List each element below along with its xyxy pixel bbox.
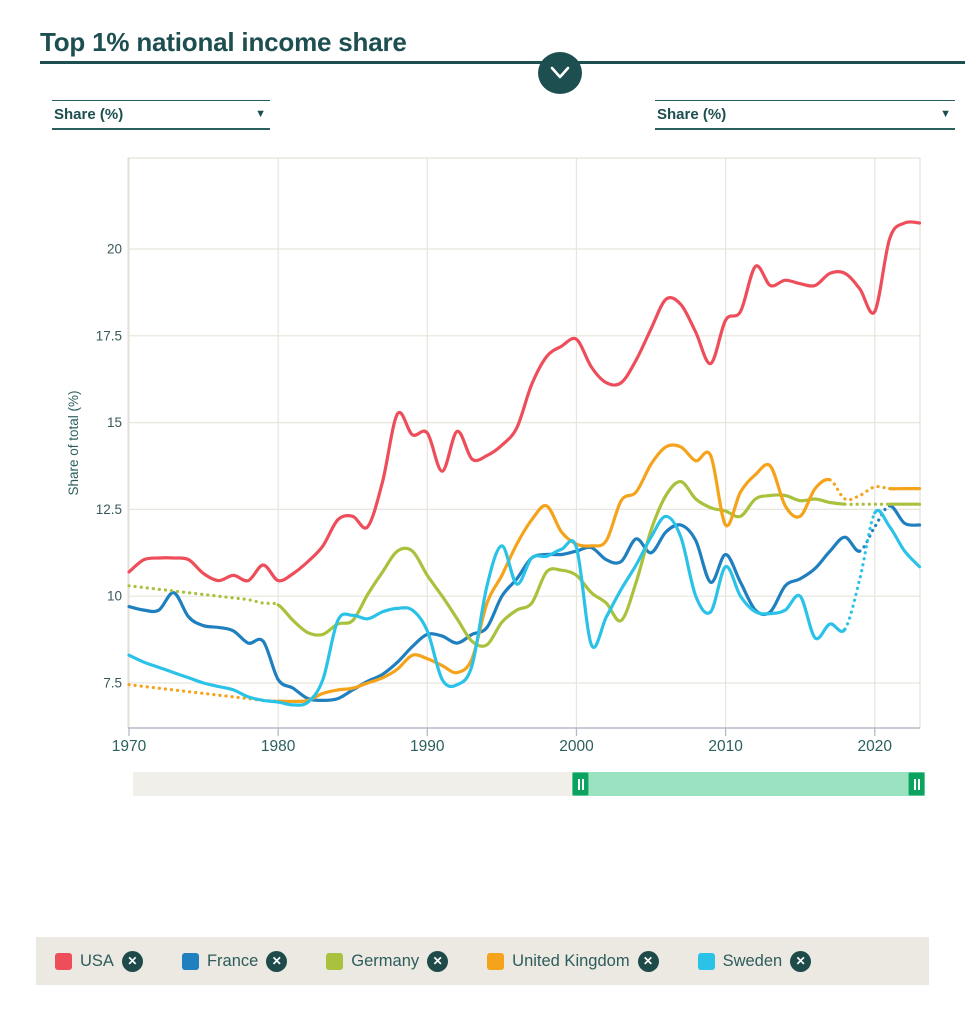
legend-item-germany: Germany ✕ xyxy=(326,950,449,972)
series-line-usa xyxy=(127,220,922,583)
series-line-france xyxy=(888,504,922,527)
y-tick-label: 17.5 xyxy=(96,328,122,343)
dropdown-arrow-icon: ▼ xyxy=(940,108,951,120)
series-line-sweden xyxy=(127,514,847,707)
handle-grip-icon xyxy=(917,778,920,790)
series-line-germany xyxy=(127,584,280,607)
remove-series-button-sweden[interactable]: ✕ xyxy=(790,950,812,972)
x-tick-label: 1990 xyxy=(410,738,445,755)
series-line-united-kingdom xyxy=(127,683,280,703)
right-unit-dropdown-value: Share (%) xyxy=(657,106,727,123)
series-color-swatch xyxy=(326,952,344,970)
remove-series-button-united-kingdom[interactable]: ✕ xyxy=(637,950,659,972)
y-tick-label: 20 xyxy=(107,242,122,257)
series-line-sweden xyxy=(843,511,877,631)
time-range-slider[interactable] xyxy=(133,772,925,796)
series-line-united-kingdom xyxy=(828,478,892,502)
remove-series-button-germany[interactable]: ✕ xyxy=(427,950,449,972)
x-tick-label: 2020 xyxy=(858,738,893,755)
left-unit-dropdown-value: Share (%) xyxy=(54,106,124,123)
series-line-france xyxy=(858,504,892,553)
handle-grip-icon xyxy=(581,778,584,790)
x-tick-label: 1970 xyxy=(112,738,147,755)
page-title: Top 1% national income share xyxy=(40,27,407,57)
legend-item-france: France ✕ xyxy=(181,950,288,972)
right-unit-dropdown[interactable]: Share (%) ▼ xyxy=(655,100,955,130)
dropdown-arrow-icon: ▼ xyxy=(255,108,266,120)
series-color-swatch xyxy=(181,952,199,970)
legend-label: France xyxy=(206,951,259,970)
series-line-germany xyxy=(276,480,847,648)
expand-chart-button[interactable] xyxy=(538,52,582,94)
x-tick-label: 2000 xyxy=(559,738,594,755)
y-tick-label: 15 xyxy=(107,415,122,430)
x-tick-label: 1980 xyxy=(261,738,296,755)
legend-item-usa: USA ✕ xyxy=(55,950,143,972)
range-handle-start[interactable] xyxy=(572,772,589,796)
time-range-selected[interactable] xyxy=(577,772,925,796)
left-unit-dropdown[interactable]: Share (%) ▼ xyxy=(52,100,270,130)
handle-grip-icon xyxy=(577,778,580,790)
plot-border xyxy=(127,157,921,729)
chevron-down-icon xyxy=(550,66,570,79)
legend-label: Germany xyxy=(351,951,420,970)
y-tick-label: 7.5 xyxy=(103,676,122,691)
series-line-sweden xyxy=(873,508,922,569)
series-color-swatch xyxy=(487,952,505,970)
handle-grip-icon xyxy=(913,778,916,790)
series-legend: USA ✕ France ✕ Germany ✕ United Kingdom ✕ Sweden… xyxy=(36,937,929,985)
series-line-united-kingdom xyxy=(276,443,832,704)
legend-label: USA xyxy=(80,951,114,970)
legend-label: Sweden xyxy=(722,951,783,970)
legend-item-sweden: Sweden ✕ xyxy=(697,950,812,972)
series-color-swatch xyxy=(55,952,72,970)
y-tick-label: 10 xyxy=(107,589,122,604)
title-divider xyxy=(40,61,965,64)
series-line-france xyxy=(127,523,862,703)
legend-label: United Kingdom xyxy=(512,951,630,970)
x-tick-label: 2010 xyxy=(708,738,743,755)
remove-series-button-usa[interactable]: ✕ xyxy=(121,950,143,972)
y-axis-title: Share of total (%) xyxy=(66,390,81,495)
range-handle-end[interactable] xyxy=(908,772,925,796)
remove-series-button-france[interactable]: ✕ xyxy=(266,950,288,972)
legend-item-united-kingdom: United Kingdom ✕ xyxy=(487,950,659,972)
y-tick-label: 12.5 xyxy=(96,502,122,517)
series-color-swatch xyxy=(697,952,715,970)
